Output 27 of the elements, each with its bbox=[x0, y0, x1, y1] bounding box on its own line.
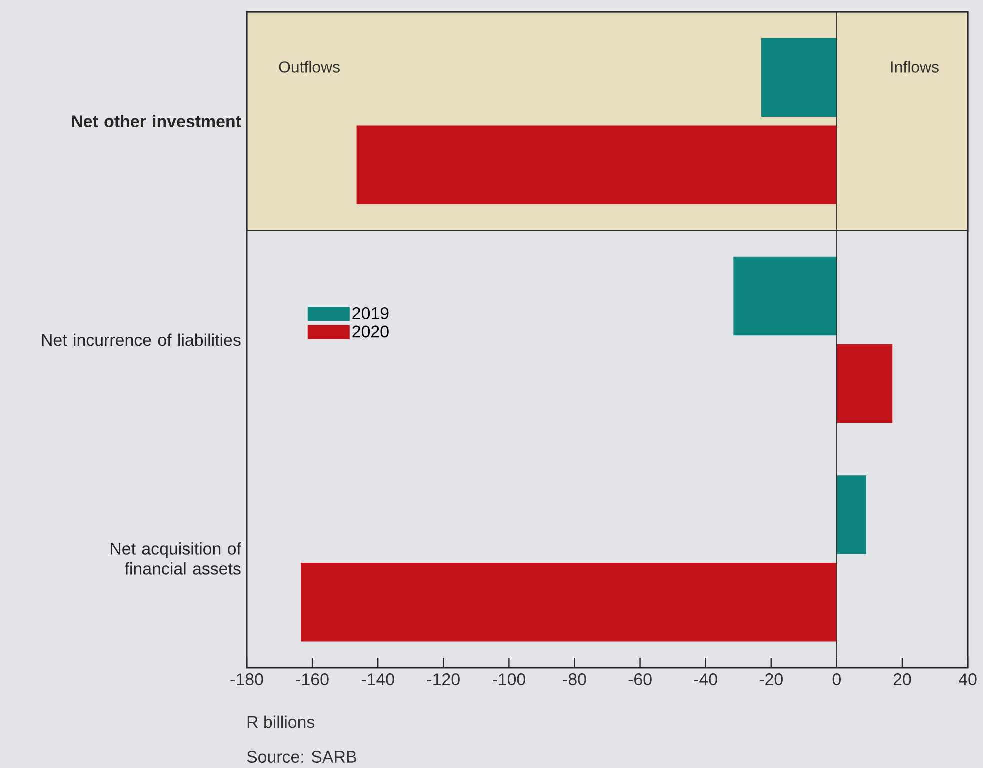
x-tick-label: -180 bbox=[230, 674, 264, 686]
x-tick-label: 40 bbox=[958, 674, 977, 686]
x-tick-label: -20 bbox=[760, 674, 783, 686]
x-tick-label: -40 bbox=[694, 674, 718, 686]
x-tick-label: -140 bbox=[362, 674, 394, 686]
legend-label: 2020 bbox=[352, 326, 389, 338]
bar bbox=[356, 126, 837, 204]
bar bbox=[836, 476, 866, 554]
y-tick-label: Net other investment bbox=[72, 115, 242, 128]
x-tick-label: -100 bbox=[492, 674, 526, 686]
annotation: Outflows bbox=[279, 61, 340, 73]
x-tick-label: -160 bbox=[296, 674, 329, 686]
x-axis-title: R billions bbox=[248, 716, 315, 728]
x-tick-label: -120 bbox=[427, 674, 460, 686]
y-tick-label: Net acquisition of financial assets bbox=[111, 542, 242, 575]
x-tick-label: -60 bbox=[628, 674, 652, 686]
legend-label: 2019 bbox=[352, 307, 389, 320]
bar bbox=[836, 344, 893, 424]
x-tick-label: -80 bbox=[563, 674, 586, 686]
bar bbox=[301, 563, 837, 642]
source-note: Source: SARB bbox=[247, 751, 356, 763]
x-tick-label: 0 bbox=[832, 674, 841, 686]
annotation: Inflows bbox=[891, 61, 939, 73]
y-tick-label: Net incurrence of liabilities bbox=[42, 334, 241, 346]
bar bbox=[734, 256, 837, 336]
x-tick-label: 20 bbox=[894, 674, 912, 686]
bar bbox=[762, 38, 837, 117]
